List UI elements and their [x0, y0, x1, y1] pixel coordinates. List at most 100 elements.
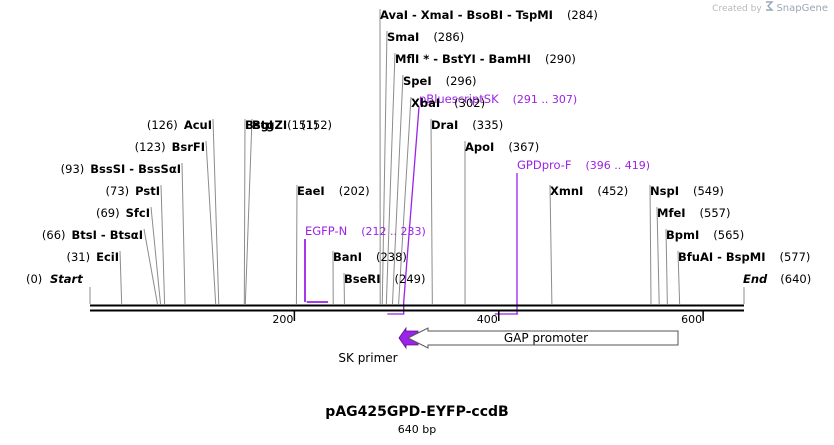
site-lines [89, 8, 745, 305]
site-pos-xbai: (302) [454, 96, 485, 110]
site-pos-drai: (335) [472, 118, 503, 132]
site-line-btgzi [244, 118, 253, 305]
site-name-acui: AcuI [184, 118, 212, 132]
site-pos-spei: (296) [446, 74, 477, 88]
site-line-xbai [398, 96, 412, 305]
site-pos-btsi-bts-i: (66) [42, 228, 66, 242]
site-line-eaei [295, 184, 298, 305]
site-line-drai [430, 118, 433, 305]
ruler-label-200: 200 [272, 313, 293, 326]
site-line-acui [212, 118, 220, 305]
site-name-drai: DraI [431, 118, 458, 132]
site-name-bseri: BseRI [344, 272, 381, 286]
site-line-nspi [649, 184, 652, 305]
site-pos-bsgi: (151) [287, 118, 318, 132]
site-line-bsssi-bsss-i [181, 162, 186, 305]
site-line-smai [381, 30, 388, 305]
site-name-bfuai-bspmi: BfuAI - BspMI [678, 250, 765, 264]
site-name-smai: SmaI [387, 30, 419, 44]
site-name-btsi-bts-i: BtsI - BtsαI [72, 228, 143, 242]
site-name-xmni: XmnI [550, 184, 583, 198]
end-pos: (640) [780, 272, 811, 286]
credit-prefix: Created by [712, 4, 762, 14]
site-name-mfei: MfeI [657, 206, 686, 220]
site-name-avai-xmai-bsobi-tspmi: AvaI - XmaI - BsoBI - TspMI [380, 8, 553, 22]
gap-promoter-arrow [406, 327, 679, 349]
site-name-bsgi: BsgI [245, 118, 273, 132]
site-pos-ecii: (31) [66, 250, 90, 264]
site-line-xmni [549, 184, 553, 305]
site-name-sfci: SfcI [126, 206, 150, 220]
primer-range-gpdpro-f: (396 .. 419) [586, 159, 651, 172]
site-name-ecii: EciI [96, 250, 119, 264]
snapgene-credit: Created by SnapGene [712, 1, 828, 14]
site-pos-apoi: (367) [508, 140, 539, 154]
site-line-mfli-bstyi-bamhi [385, 52, 396, 305]
site-name-bsrfi: BsrFI [172, 140, 205, 154]
site-name-mfli-bstyi-bamhi: MflI * - BstYI - BamHI [395, 52, 531, 66]
primer-marks: pBluescriptSK (291 .. 307) GPDpro-F (396 ..… [304, 92, 651, 315]
primer-mark-egfp-n [304, 239, 329, 303]
primer-name-pbluescriptsk: pBluescriptSK [419, 92, 499, 106]
site-line-bfuai-bspmi [677, 250, 681, 305]
site-pos-eaei: (202) [339, 184, 370, 198]
primer-name-egfp-n: EGFP-N [305, 224, 347, 238]
site-pos-xmni: (452) [597, 184, 628, 198]
backbone [90, 304, 744, 312]
site-line-bpmi [665, 228, 668, 305]
site-name-xbai: XbaI [411, 96, 440, 110]
site-pos-bsrfi: (123) [135, 140, 166, 154]
site-pos-smai: (286) [433, 30, 464, 44]
site-pos-psti: (73) [106, 184, 130, 198]
site-line-mfei [656, 206, 660, 305]
site-name-psti: PstI [135, 184, 160, 198]
primer-mark-gpdpro-f [494, 173, 519, 315]
site-pos-bfuai-bspmi: (577) [779, 250, 810, 264]
ruler-label-400: 400 [477, 313, 498, 326]
site-line-spei [391, 74, 404, 305]
site-line-ecii [119, 250, 123, 305]
features: SK primer GAP promoter [338, 326, 679, 365]
start-pos: (0) [26, 272, 42, 286]
site-line-sfci [150, 206, 162, 305]
ruler: 200 400 600 [272, 311, 704, 326]
site-pos-bseri: (249) [395, 272, 426, 286]
site-pos-btgzi: (152) [301, 118, 332, 132]
site-pos-bsssi-bsss-i: (93) [61, 162, 85, 176]
site-line-bsgi [243, 118, 246, 305]
site-pos-mfli-bstyi-bamhi: (290) [545, 52, 576, 66]
site-name-bani: BanI [333, 250, 362, 264]
site-pos-bani: (238) [376, 250, 407, 264]
snapgene-logo-icon [765, 1, 777, 14]
start-label: Start [50, 272, 83, 286]
site-name-nspi: NspI [650, 184, 679, 198]
gap-promoter-label: GAP promoter [504, 331, 588, 345]
site-name-bpmi: BpmI [666, 228, 699, 242]
site-pos-sfci: (69) [96, 206, 120, 220]
map-title: pAG425GPD-EYFP-ccdB [325, 404, 509, 420]
site-pos-mfei: (557) [700, 206, 731, 220]
site-name-eaei: EaeI [297, 184, 325, 198]
primer-range-pbluescriptsk: (291 .. 307) [513, 93, 578, 106]
site-pos-nspi: (549) [693, 184, 724, 198]
map-length: 640 bp [397, 423, 437, 436]
sk-primer-label: SK primer [338, 351, 397, 365]
primer-mark-pbluescriptsk [387, 106, 420, 315]
site-name-spei: SpeI [403, 74, 432, 88]
site-line-bsrfi [205, 140, 217, 305]
site-labels: BsgI (151)BtgZI (152) EaeI (202) BanI (238) Bse… [26, 8, 811, 286]
site-line-psti [160, 184, 166, 305]
site-name-apoi: ApoI [465, 140, 494, 154]
site-pos-bpmi: (565) [713, 228, 744, 242]
primer-range-egfp-n: (212 .. 233) [361, 225, 426, 238]
site-name-btgzi: BtgZI [252, 118, 287, 132]
credit-brand: SnapGene [776, 3, 828, 14]
primer-name-gpdpro-f: GPDpro-F [517, 158, 572, 172]
site-name-bsssi-bsss-i: BssSI - BssSαI [90, 162, 181, 176]
end-label: End [743, 272, 768, 286]
ruler-label-600: 600 [681, 313, 702, 326]
site-pos-avai-xmai-bsobi-tspmi: (284) [567, 8, 598, 22]
site-pos-acui: (126) [147, 118, 178, 132]
site-line-btsi-bts-i [143, 228, 158, 305]
